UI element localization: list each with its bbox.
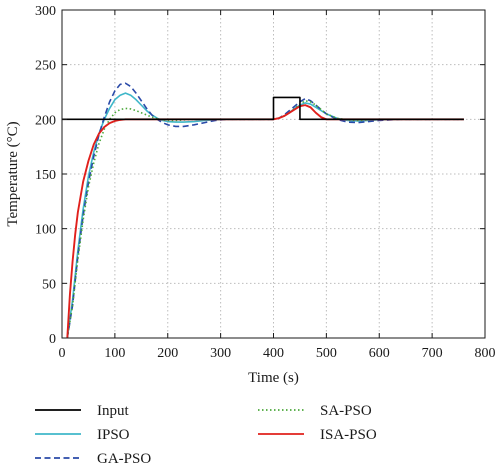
y-tick-label: 100 (35, 223, 56, 238)
series-line-sa-pso (66, 99, 464, 339)
x-axis-ticks: 0 100 200 300 400 500 600 700 800 (59, 10, 496, 361)
y-tick-label: 200 (35, 113, 56, 128)
legend-item-ga-pso: GA-PSO (35, 451, 151, 467)
y-tick-label: 300 (35, 4, 56, 19)
series-line-input (62, 96, 464, 121)
legend-label: ISA-PSO (320, 427, 377, 443)
x-tick-label: 300 (210, 346, 231, 361)
y-tick-label: 150 (35, 168, 56, 183)
legend-item-isa-pso: ISA-PSO (258, 427, 377, 443)
legend-label: Input (97, 403, 129, 419)
series-line-isa-pso (66, 104, 464, 339)
legend-item-ipso: IPSO (35, 427, 130, 443)
series-line-ipso (66, 92, 464, 339)
x-tick-label: 500 (316, 346, 337, 361)
x-tick-label: 0 (59, 346, 66, 361)
grid (62, 10, 485, 338)
y-tick-label: 0 (49, 332, 56, 347)
series-layer (62, 82, 464, 339)
x-tick-label: 700 (422, 346, 443, 361)
y-axis-ticks: 0 50 100 150 200 250 300 (35, 4, 485, 347)
legend-label: GA-PSO (97, 451, 151, 467)
x-tick-label: 100 (104, 346, 125, 361)
x-tick-label: 600 (369, 346, 390, 361)
x-tick-label: 400 (263, 346, 284, 361)
legend: Input IPSO GA-PSO SA-PSO ISA-PSO (35, 403, 377, 467)
x-tick-label: 200 (157, 346, 178, 361)
x-tick-label: 800 (475, 346, 496, 361)
y-axis-label: Temperature (°C) (5, 121, 21, 226)
legend-label: SA-PSO (320, 403, 372, 419)
y-tick-label: 250 (35, 59, 56, 74)
y-tick-label: 50 (42, 277, 56, 292)
series-line-ga-pso (66, 82, 464, 339)
x-axis-label: Time (s) (248, 370, 299, 386)
legend-label: IPSO (97, 427, 130, 443)
legend-item-input: Input (35, 403, 129, 419)
legend-item-sa-pso: SA-PSO (258, 403, 372, 419)
